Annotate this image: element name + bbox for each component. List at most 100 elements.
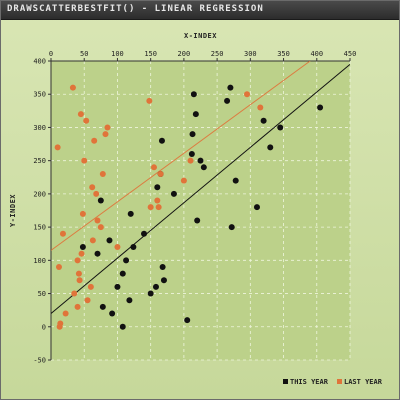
data-point: [157, 170, 164, 177]
data-point: [89, 184, 96, 191]
y-axis-label: Y-INDEX: [9, 194, 17, 227]
data-point: [79, 244, 86, 251]
data-point: [59, 230, 66, 237]
data-point: [170, 190, 177, 197]
data-point: [97, 224, 104, 231]
data-point: [146, 97, 153, 104]
x-tick-label: 400: [310, 50, 323, 58]
data-point: [244, 91, 251, 98]
data-point: [79, 210, 86, 217]
x-tick-label: 100: [111, 50, 124, 58]
y-tick-label: 200: [33, 190, 46, 198]
data-point: [71, 290, 78, 297]
data-point: [123, 257, 130, 264]
x-tick-label: 250: [211, 50, 224, 58]
data-point: [155, 204, 162, 211]
data-point: [78, 250, 85, 257]
plot-layer: [51, 61, 350, 330]
data-point: [109, 310, 116, 317]
data-point: [154, 197, 161, 204]
data-point: [160, 277, 167, 284]
data-point: [55, 263, 62, 270]
data-point: [94, 217, 101, 224]
y-tick-label: -50: [33, 357, 46, 365]
data-point: [228, 224, 235, 231]
data-point: [190, 91, 197, 98]
data-point: [154, 184, 161, 191]
grid: [51, 61, 351, 361]
data-point: [180, 177, 187, 184]
x-tick-label: 150: [144, 50, 157, 58]
y-tick-label: 50: [38, 290, 46, 298]
x-tick-label: 450: [344, 50, 357, 58]
data-point: [187, 157, 194, 164]
data-point: [99, 303, 106, 310]
data-point: [194, 217, 201, 224]
y-tick-label: 150: [33, 224, 46, 232]
data-point: [192, 111, 199, 118]
y-tick-label: 0: [42, 323, 46, 331]
data-point: [76, 277, 83, 284]
data-point: [150, 164, 157, 171]
data-point: [99, 170, 106, 177]
y-tick-label: 100: [33, 257, 46, 265]
legend-label: LAST YEAR: [344, 378, 383, 386]
x-tick-label: 0: [49, 50, 53, 58]
fit-line-last-year: [51, 61, 311, 251]
data-point: [97, 197, 104, 204]
data-point: [114, 283, 121, 290]
legend-swatch: [337, 379, 342, 384]
data-point: [54, 144, 61, 151]
y-tick-label: 400: [33, 58, 46, 66]
data-point: [159, 263, 166, 270]
x-tick-label: 50: [80, 50, 88, 58]
data-point: [93, 190, 100, 197]
data-point: [87, 283, 94, 290]
data-point: [119, 270, 126, 277]
data-point: [119, 323, 126, 330]
data-point: [106, 237, 113, 244]
legend-swatch: [283, 379, 288, 384]
data-point: [197, 157, 204, 164]
data-point: [75, 270, 82, 277]
data-point: [260, 117, 267, 124]
data-point: [114, 244, 121, 251]
data-point: [89, 237, 96, 244]
data-point: [188, 151, 195, 158]
data-point: [94, 250, 101, 257]
legend: THIS YEAR LAST YEAR: [283, 378, 383, 386]
legend-label: THIS YEAR: [290, 378, 329, 386]
data-point: [152, 283, 159, 290]
data-point: [102, 131, 109, 138]
data-point: [126, 297, 133, 304]
data-point: [277, 124, 284, 131]
chart-title: DRAWSCATTERBESTFIT() - LINEAR REGRESSION: [7, 4, 264, 14]
x-tick-label: 350: [277, 50, 290, 58]
data-point: [104, 124, 111, 131]
data-point: [127, 210, 134, 217]
series-this-year: [79, 84, 324, 330]
title-bar: DRAWSCATTERBESTFIT() - LINEAR REGRESSION: [1, 1, 399, 20]
data-point: [200, 164, 207, 171]
data-point: [62, 310, 69, 317]
fit-line-this-year: [51, 63, 350, 314]
data-point: [317, 104, 324, 111]
data-point: [184, 317, 191, 324]
data-point: [141, 230, 148, 237]
data-point: [74, 303, 81, 310]
data-point: [267, 144, 274, 151]
data-point: [227, 84, 234, 91]
x-tick-label: 200: [178, 50, 191, 58]
y-tick-label: 350: [33, 91, 46, 99]
data-point: [81, 157, 88, 164]
data-point: [189, 131, 196, 138]
series-last-year: [54, 84, 264, 330]
x-axis-label: X-INDEX: [184, 32, 217, 40]
data-point: [57, 320, 64, 327]
data-point: [83, 117, 90, 124]
plot-area: [51, 61, 350, 360]
data-point: [224, 97, 231, 104]
data-point: [147, 290, 154, 297]
